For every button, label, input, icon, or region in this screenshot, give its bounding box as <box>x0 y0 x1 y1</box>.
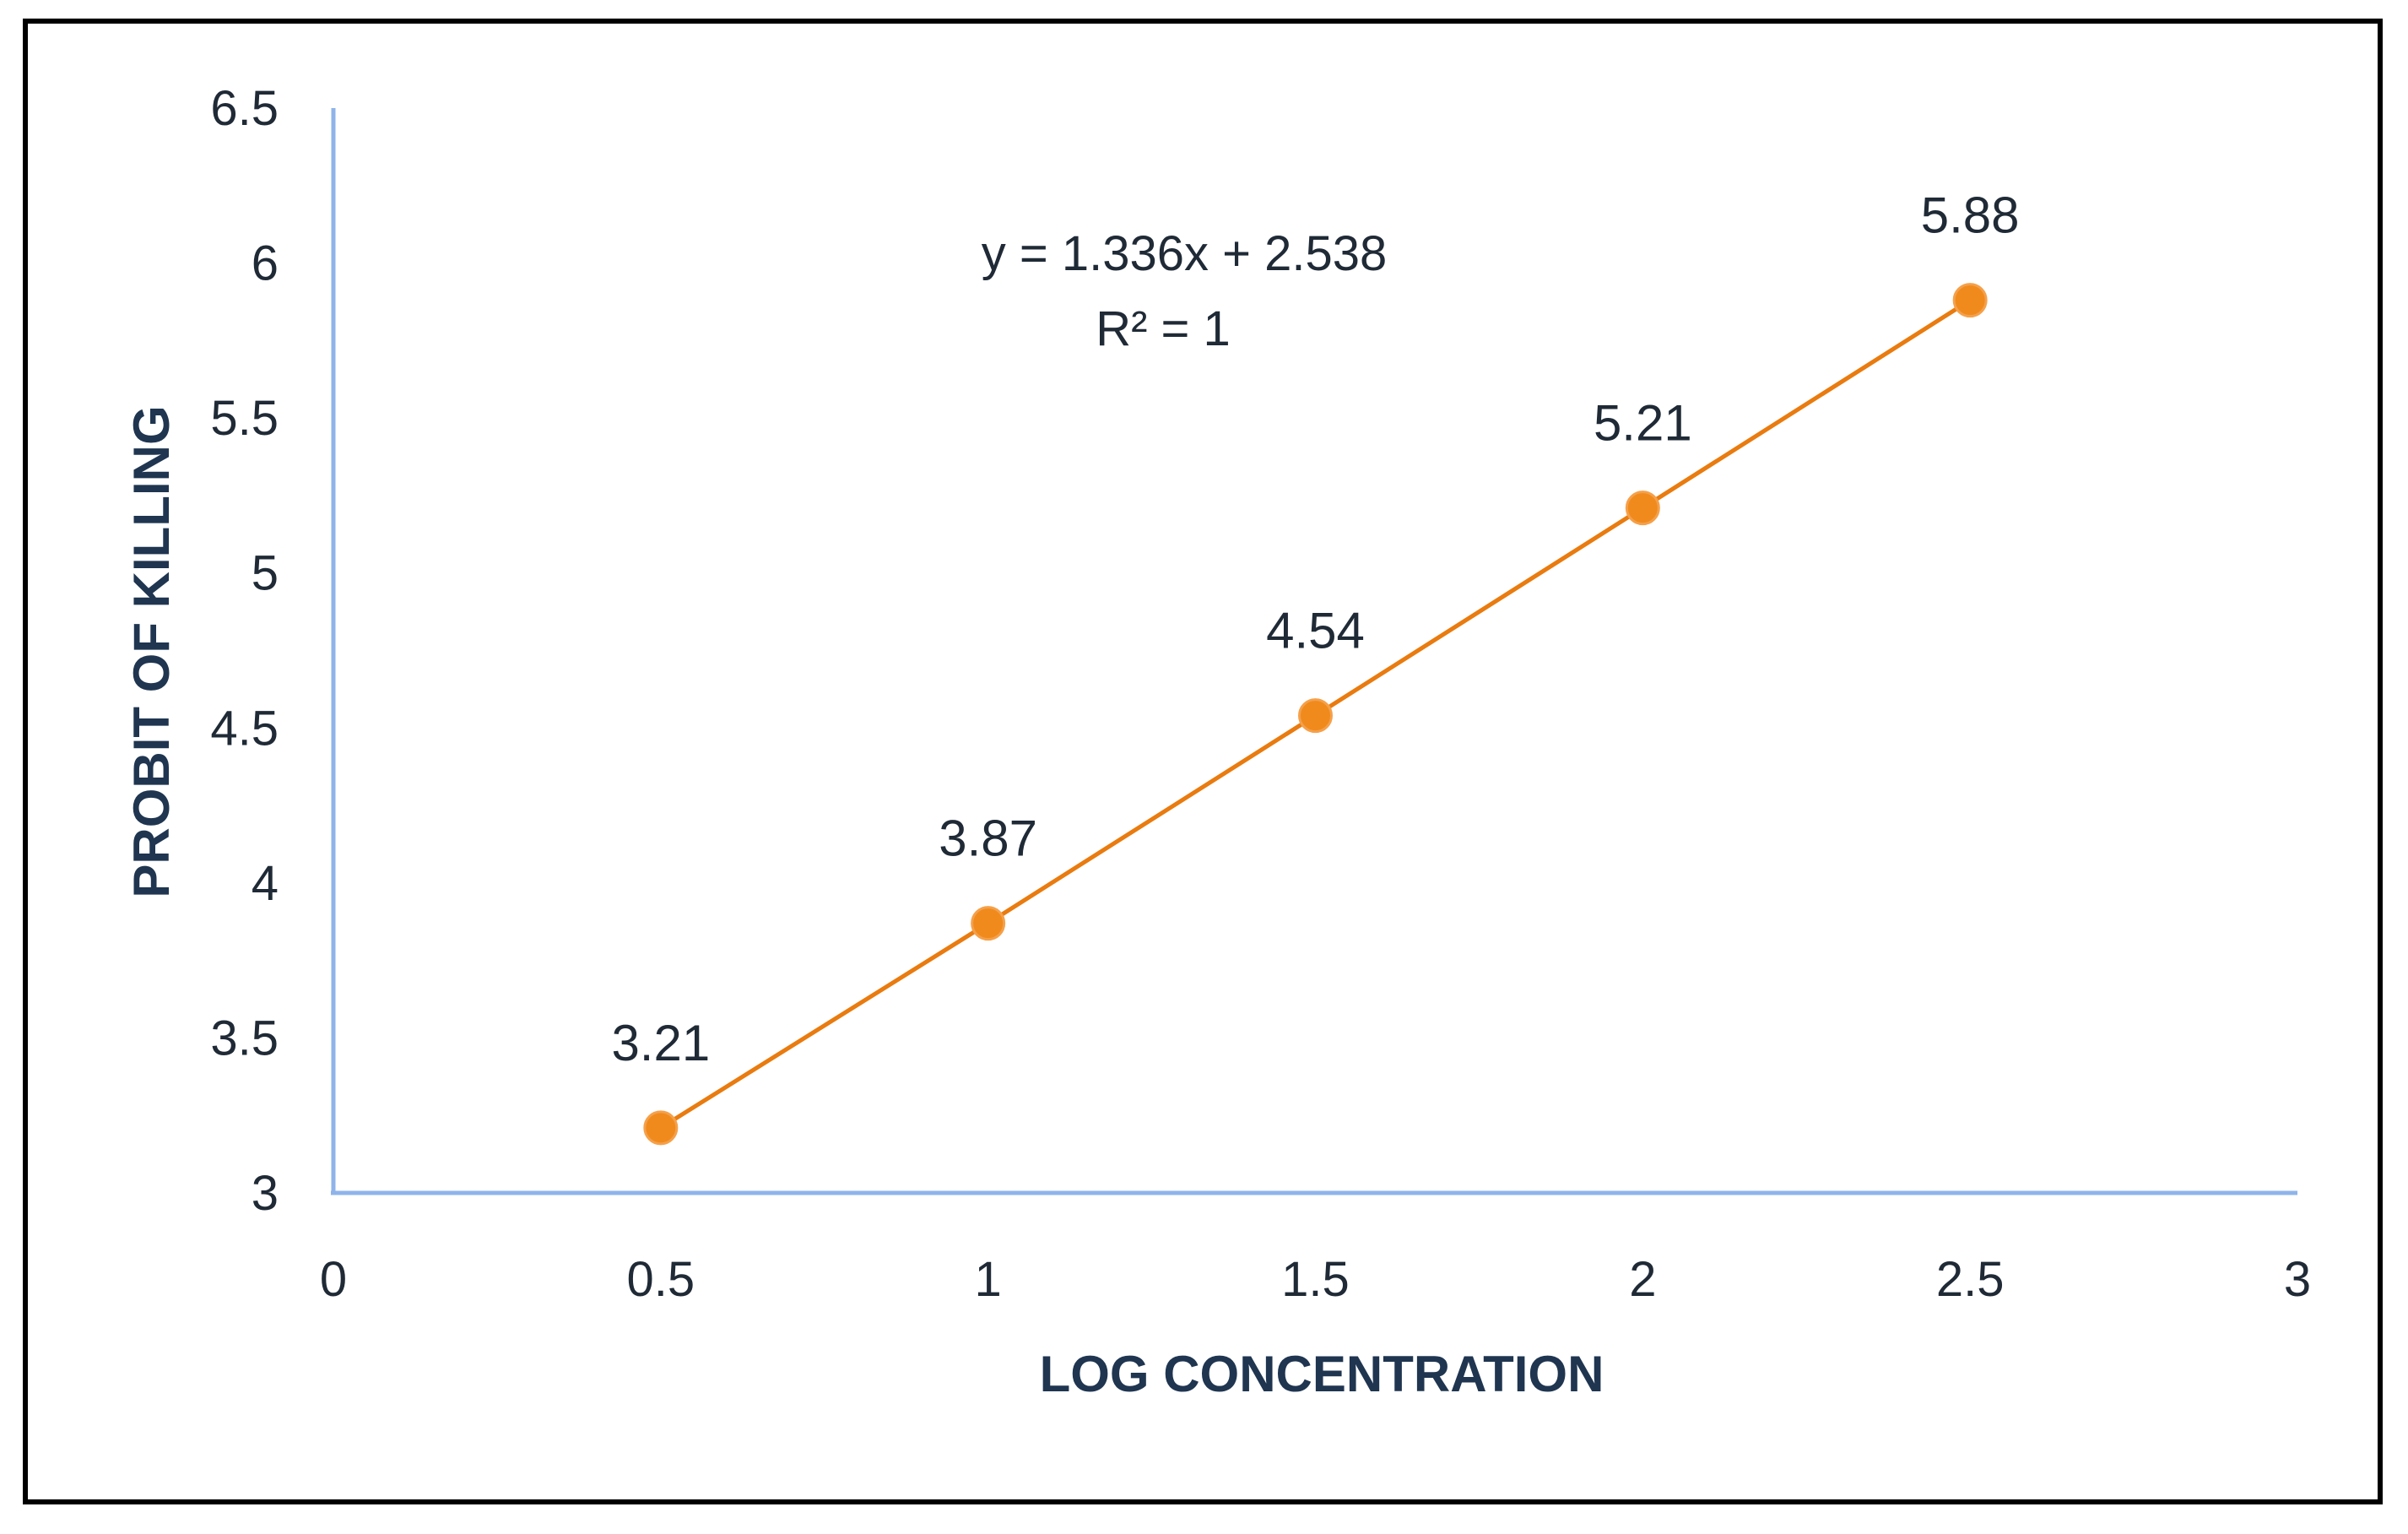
x-tick-label: 3 <box>2284 1252 2311 1307</box>
y-tick-label: 6.5 <box>210 81 279 136</box>
x-tick-label: 1 <box>975 1252 1002 1307</box>
y-tick-label: 4 <box>252 856 279 911</box>
series-line-segment <box>1313 506 1645 718</box>
y-tick-label: 3 <box>252 1166 279 1221</box>
trendline-equation: y = 1.336x + 2.538 <box>982 226 1387 281</box>
data-label: 4.54 <box>1266 603 1365 659</box>
x-axis-ticks: 0 0.5 1 1.5 2 2.5 3 <box>320 1252 2311 1307</box>
series-line-segment <box>658 921 991 1130</box>
y-tick-label: 5 <box>252 546 279 601</box>
data-point <box>643 1110 679 1146</box>
axes <box>331 108 2297 1195</box>
x-tick-label: 2.5 <box>1936 1252 2005 1307</box>
chart-frame <box>23 19 2383 1504</box>
data-label: 5.21 <box>1594 395 1692 452</box>
data-label: 5.88 <box>1921 187 2020 244</box>
x-tick-label: 0.5 <box>627 1252 695 1307</box>
trendline-r-squared: R² = 1 <box>1096 301 1231 356</box>
series-line-segment <box>986 713 1318 926</box>
x-tick-label: 0 <box>320 1252 347 1307</box>
data-point <box>1625 491 1660 526</box>
y-tick-label: 6 <box>252 236 279 291</box>
data-label: 3.87 <box>939 810 1037 867</box>
data-point <box>971 906 1006 941</box>
data-point <box>1952 283 1988 318</box>
x-tick-label: 2 <box>1629 1252 1656 1307</box>
data-label: 3.21 <box>611 1015 710 1071</box>
y-axis-ticks: 3 3.5 4 4.5 5 5.5 6 6.5 <box>210 81 279 1221</box>
series-line <box>658 298 1972 1130</box>
data-points <box>643 283 1988 1146</box>
y-tick-label: 4.5 <box>210 701 279 756</box>
x-tick-label: 1.5 <box>1281 1252 1350 1307</box>
data-labels: 3.21 3.87 4.54 5.21 5.88 <box>611 187 2019 1071</box>
series-line-segment <box>1640 298 1972 511</box>
y-tick-label: 3.5 <box>210 1011 279 1065</box>
x-axis-title: LOG CONCENTRATION <box>1040 1346 1604 1402</box>
data-point <box>1298 698 1333 734</box>
y-axis-title: PROBIT OF KILLING <box>123 405 180 897</box>
y-tick-label: 5.5 <box>210 391 279 446</box>
